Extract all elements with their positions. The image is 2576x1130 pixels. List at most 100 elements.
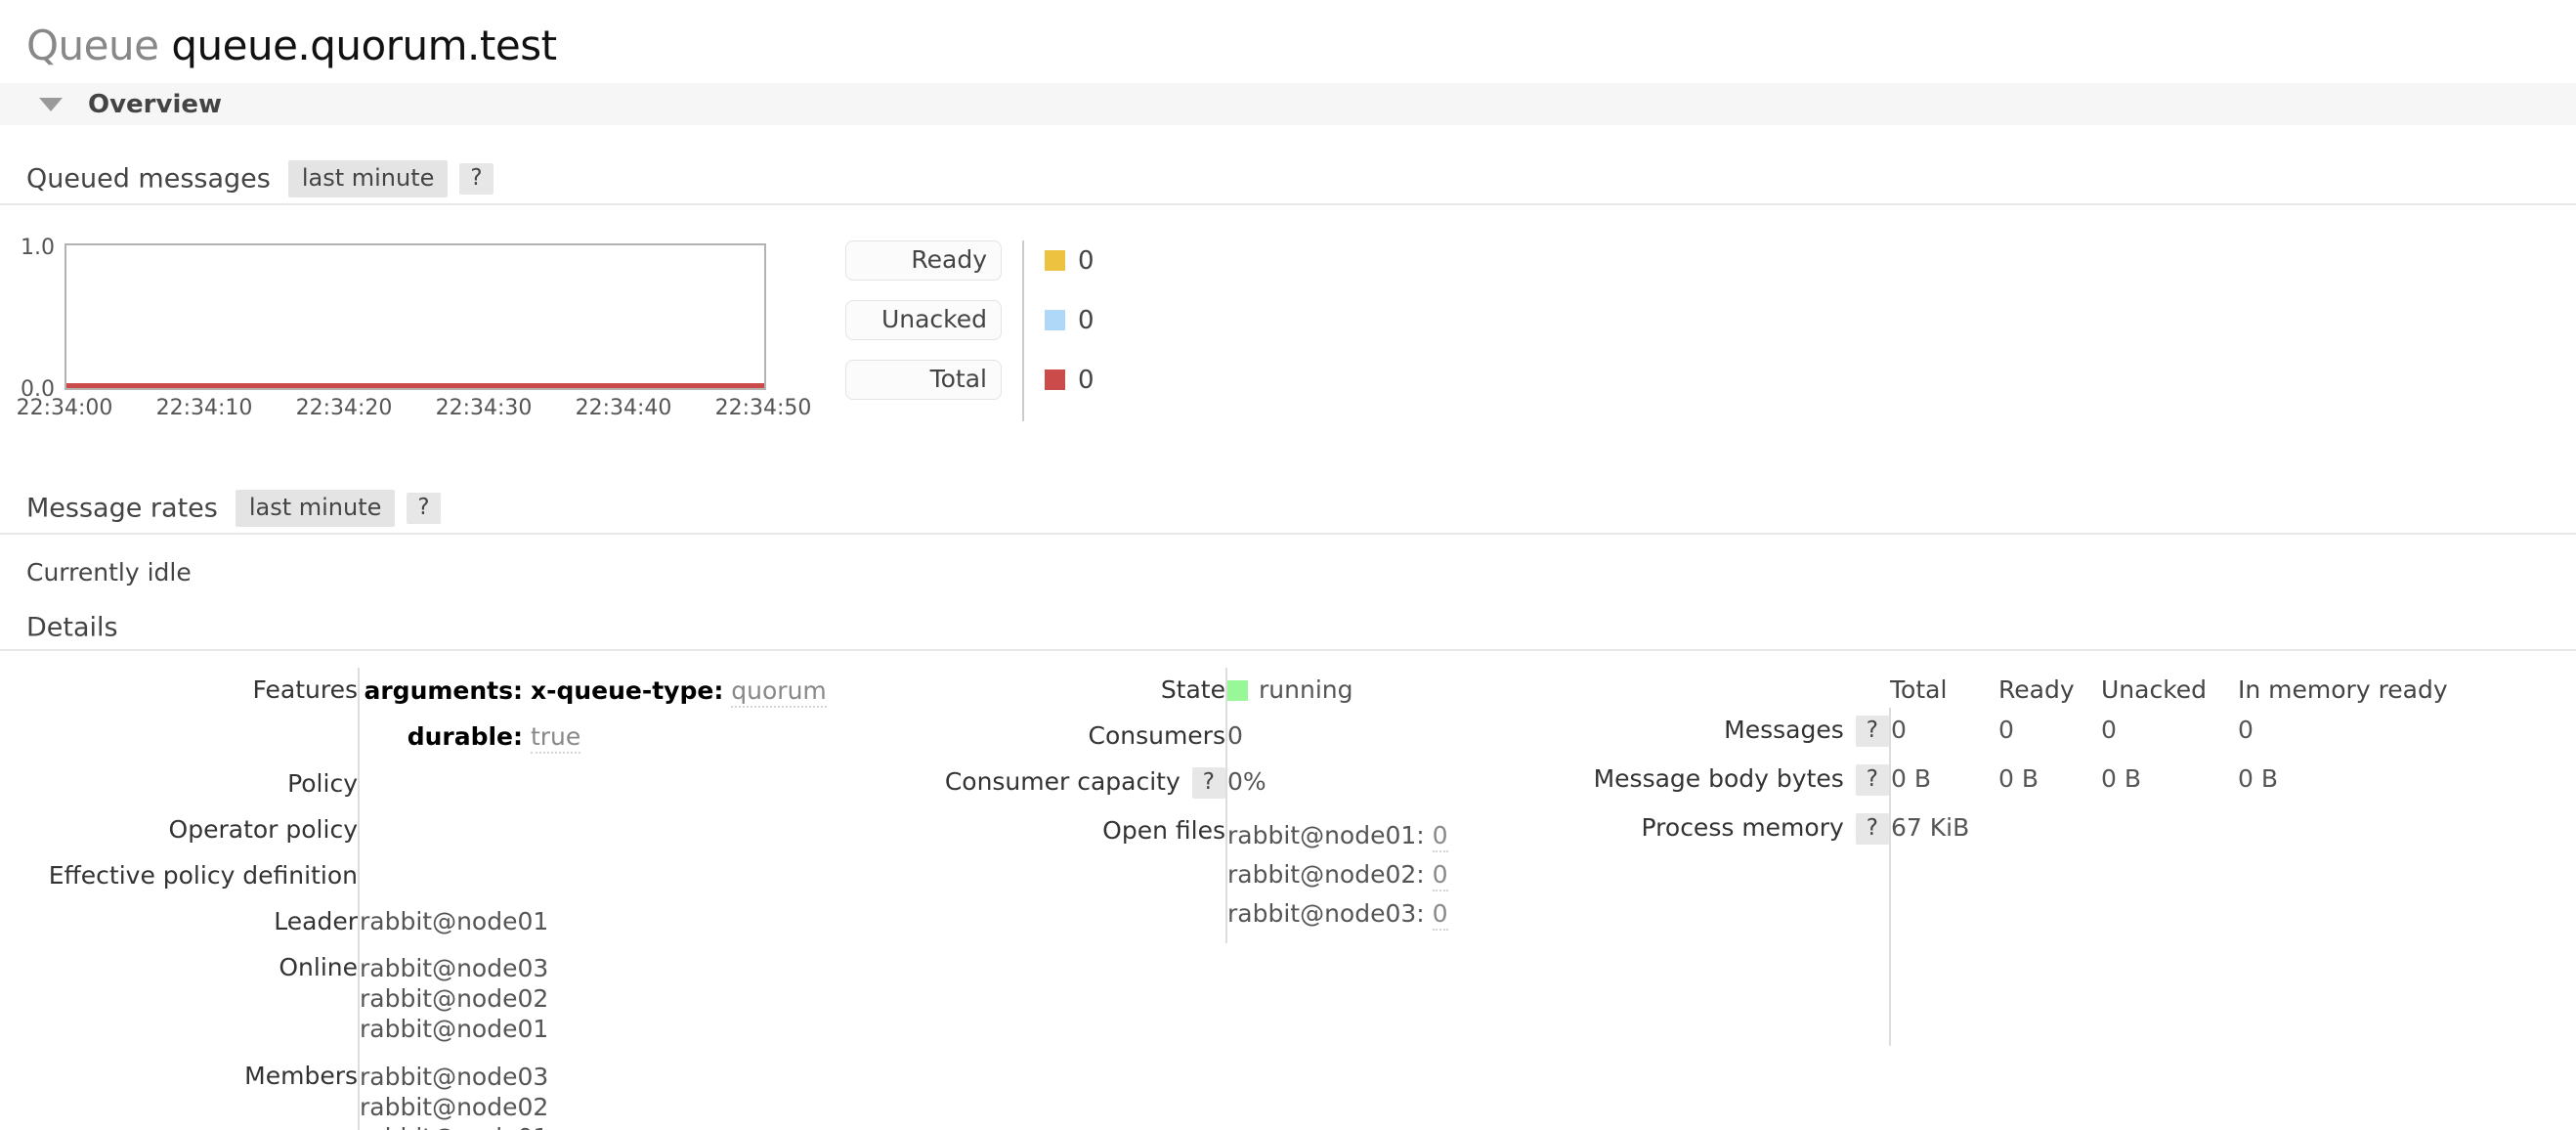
messages-unacked: 0 bbox=[2101, 715, 2117, 744]
queued-messages-help-button[interactable]: ? bbox=[459, 163, 494, 195]
message-rates-heading-block: Message rates last minute? bbox=[0, 490, 2576, 535]
process-memory-value: 67 KiB bbox=[1891, 812, 1970, 842]
message-rates-heading: Message rates bbox=[26, 493, 218, 524]
message-body-bytes-help-button[interactable]: ? bbox=[1855, 763, 1889, 796]
consumers-label: Consumers bbox=[870, 713, 1227, 760]
x-axis-tick-1: 22:34:00 bbox=[16, 396, 113, 420]
legend-value-ready: 0 bbox=[1045, 240, 1095, 281]
message-rates-status: Currently idle bbox=[26, 558, 192, 587]
ready-color-swatch bbox=[1045, 250, 1065, 271]
online-node: rabbit@node01 bbox=[360, 1014, 549, 1043]
consumer-capacity-label: Consumer capacity bbox=[944, 766, 1181, 796]
policy-label: Policy bbox=[0, 761, 360, 807]
queued-messages-range-button[interactable]: last minute bbox=[287, 160, 449, 197]
operator-policy-label: Operator policy bbox=[0, 806, 360, 853]
messages-label: Messages bbox=[1724, 715, 1844, 744]
durable-key: durable: bbox=[407, 721, 523, 751]
x-axis-tick-5: 22:34:40 bbox=[575, 396, 672, 420]
open-files-count[interactable]: 0 bbox=[1432, 898, 1448, 931]
online-node: rabbit@node03 bbox=[360, 953, 549, 982]
process-memory-row: Process memory? 67 KiB bbox=[1544, 804, 2490, 854]
body-bytes-in-memory-ready: 0 B bbox=[2238, 763, 2279, 793]
open-files-label: Open files bbox=[870, 807, 1227, 943]
state-facts-table: State running Consumers 0 Consumer capac… bbox=[870, 667, 1544, 943]
members-label: Members bbox=[0, 1053, 360, 1130]
open-files-count[interactable]: 0 bbox=[1432, 859, 1448, 891]
consumer-capacity-value: 0% bbox=[1227, 766, 1267, 796]
y-axis-tick-min: 0.0 bbox=[21, 377, 55, 402]
consumer-capacity-help-button[interactable]: ? bbox=[1191, 766, 1225, 799]
legend-value-unacked: 0 bbox=[1045, 300, 1095, 340]
details-section: Features arguments: x-queue-type: quorum… bbox=[0, 667, 2576, 1130]
stats-col-total: Total bbox=[1890, 674, 1948, 704]
stats-col-in-memory-ready: In memory ready bbox=[2238, 674, 2448, 704]
overview-section-label: Overview bbox=[88, 89, 223, 119]
open-files-count[interactable]: 0 bbox=[1432, 820, 1448, 852]
body-bytes-unacked: 0 B bbox=[2101, 763, 2142, 793]
state-row: State running bbox=[870, 667, 1544, 714]
member-node: rabbit@node02 bbox=[360, 1092, 549, 1121]
y-axis-tick-max: 1.0 bbox=[21, 236, 55, 260]
body-bytes-ready: 0 B bbox=[1998, 763, 2039, 793]
legend-item-unacked[interactable]: Unacked bbox=[845, 300, 1002, 340]
x-axis-tick-4: 22:34:30 bbox=[435, 396, 533, 420]
online-row: Online rabbit@node03 rabbit@node02 rabbi… bbox=[0, 944, 870, 1054]
x-axis-tick-3: 22:34:20 bbox=[295, 396, 393, 420]
legend-value-total: 0 bbox=[1045, 360, 1095, 400]
policy-row: Policy bbox=[0, 761, 870, 807]
message-rates-range-button[interactable]: last minute bbox=[235, 490, 396, 527]
queue-facts-table: Features arguments: x-queue-type: quorum… bbox=[0, 667, 870, 1130]
queued-messages-heading: Queued messages bbox=[26, 163, 271, 195]
process-memory-label: Process memory bbox=[1641, 812, 1844, 842]
features-row: Features arguments: x-queue-type: quorum… bbox=[0, 667, 870, 761]
message-stats-table: Total Ready Unacked In memory ready Mess… bbox=[1544, 668, 2491, 1046]
body-bytes-total: 0 B bbox=[1891, 763, 1932, 793]
effective-policy-definition-row: Effective policy definition bbox=[0, 852, 870, 899]
chart-legend: Ready Unacked Total 0 0 0 bbox=[845, 240, 1095, 421]
operator-policy-row: Operator policy bbox=[0, 806, 870, 853]
policy-value bbox=[359, 761, 870, 807]
open-files-node: rabbit@node02: bbox=[1227, 859, 1425, 889]
running-status-swatch bbox=[1227, 679, 1248, 701]
state-value: running bbox=[1259, 674, 1353, 704]
durable-value[interactable]: true bbox=[530, 721, 581, 754]
consumers-value: 0 bbox=[1227, 720, 1243, 750]
x-queue-type-key: x-queue-type: bbox=[530, 675, 724, 705]
legend-item-total[interactable]: Total bbox=[845, 360, 1002, 400]
chevron-down-icon bbox=[39, 97, 63, 111]
page-title-prefix: Queue bbox=[26, 22, 159, 69]
member-node: rabbit@node01 bbox=[360, 1122, 870, 1130]
total-color-swatch bbox=[1045, 369, 1065, 390]
total-count: 0 bbox=[1078, 365, 1095, 395]
process-memory-help-button[interactable]: ? bbox=[1855, 812, 1889, 845]
arguments-key: arguments: bbox=[364, 675, 523, 705]
unacked-color-swatch bbox=[1045, 310, 1065, 330]
chart-plot-box bbox=[64, 243, 766, 390]
stats-header-row: Total Ready Unacked In memory ready bbox=[1544, 668, 2490, 708]
chart-total-series-line bbox=[66, 383, 764, 388]
messages-help-button[interactable]: ? bbox=[1855, 715, 1889, 747]
messages-row: Messages? 0 0 0 0 bbox=[1544, 707, 2490, 757]
queue-name: queue.quorum.test bbox=[171, 22, 557, 69]
leader-row: Leader rabbit@node01 bbox=[0, 898, 870, 945]
page-title: Queue queue.quorum.test bbox=[26, 22, 2576, 69]
effective-policy-definition-label: Effective policy definition bbox=[0, 852, 360, 899]
open-files-node: rabbit@node01: bbox=[1227, 820, 1425, 849]
details-heading-block: Details bbox=[0, 612, 2576, 651]
message-body-bytes-row: Message body bytes? 0 B 0 B 0 B 0 B bbox=[1544, 756, 2490, 805]
chart-plot-area: 1.0 0.0 22:34:00 22:34:10 22:34:20 22:34… bbox=[0, 236, 812, 421]
consumer-capacity-row: Consumer capacity? 0% bbox=[870, 759, 1544, 808]
member-node: rabbit@node03 bbox=[360, 1062, 549, 1091]
legend-item-ready[interactable]: Ready bbox=[845, 240, 1002, 281]
members-row: Members rabbit@node03 rabbit@node02 rabb… bbox=[0, 1053, 870, 1130]
overview-section-toggle[interactable]: Overview bbox=[0, 83, 2576, 125]
leader-value: rabbit@node01 bbox=[360, 906, 549, 935]
message-body-bytes-label: Message body bytes bbox=[1593, 763, 1844, 793]
messages-total: 0 bbox=[1891, 715, 1907, 744]
stats-spacer-row bbox=[1544, 853, 2490, 1046]
messages-ready: 0 bbox=[1998, 715, 2014, 744]
state-label: State bbox=[870, 667, 1227, 714]
x-queue-type-value[interactable]: quorum bbox=[731, 675, 827, 708]
leader-label: Leader bbox=[0, 898, 360, 945]
message-rates-help-button[interactable]: ? bbox=[407, 493, 441, 524]
